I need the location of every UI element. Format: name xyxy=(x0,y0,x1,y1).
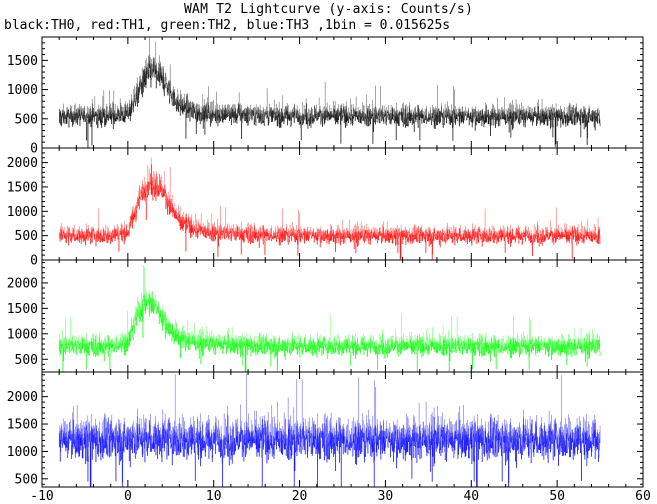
figure-subtitle: black:TH0, red:TH1, green:TH2, blue:TH3 … xyxy=(4,18,451,33)
y-tick-label: 500 xyxy=(15,112,38,127)
y-tick-label: 2000 xyxy=(7,156,38,171)
panel-frame-3 xyxy=(41,259,644,373)
series-line-th1 xyxy=(58,157,601,260)
y-tick-label: 1000 xyxy=(7,205,38,220)
panel-frame-2 xyxy=(41,147,644,261)
x-tick-label: 20 xyxy=(292,489,308,504)
y-tick-label: 1500 xyxy=(7,418,38,433)
x-tick-label: 40 xyxy=(463,489,479,504)
y-tick-label: 2000 xyxy=(7,390,38,405)
y-tick-label: 1500 xyxy=(7,302,38,317)
y-tick-label: 500 xyxy=(15,353,38,368)
y-tick-label: 1500 xyxy=(7,54,38,69)
x-tick-label: -10 xyxy=(30,489,53,504)
y-tick-label: 0 xyxy=(30,254,38,269)
y-tick-label: 1500 xyxy=(7,180,38,195)
y-tick-label: 1000 xyxy=(7,445,38,460)
x-tick-label: 50 xyxy=(549,489,565,504)
y-tick-label: 0 xyxy=(30,142,38,157)
y-tick-label: 2000 xyxy=(7,276,38,291)
x-tick-label: 10 xyxy=(206,489,222,504)
x-tick-label: 30 xyxy=(378,489,394,504)
x-tick-label: 60 xyxy=(635,489,651,504)
series-line-th3 xyxy=(58,373,601,487)
series-line-th0 xyxy=(58,37,601,148)
x-tick-label: 0 xyxy=(124,489,132,504)
figure-title: WAM T2 Lightcurve (y-axis: Counts/s) xyxy=(184,2,473,17)
y-tick-label: 1000 xyxy=(7,327,38,342)
y-tick-label: 500 xyxy=(15,472,38,487)
y-tick-label: 1000 xyxy=(7,83,38,98)
y-tick-label: 500 xyxy=(15,229,38,244)
series-line-th2 xyxy=(58,265,601,372)
